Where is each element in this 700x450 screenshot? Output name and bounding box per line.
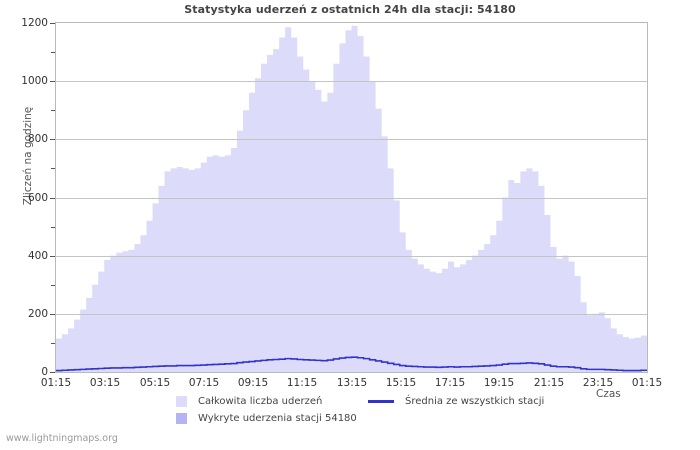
legend-item-station: Wykryte uderzenia stacji 54180: [176, 410, 357, 427]
x-tick-label: 01:15: [631, 377, 663, 389]
y-tick-mark: [51, 227, 56, 228]
x-tick-label: 07:15: [188, 377, 220, 389]
y-tick-label: 200: [27, 308, 48, 320]
gridline: [56, 198, 647, 199]
gridline: [56, 314, 647, 315]
x-tick-label: 11:15: [286, 377, 318, 389]
legend-swatch-average-line: [368, 400, 394, 403]
gridline: [56, 256, 647, 257]
y-tick-mark: [50, 372, 56, 373]
page-title: Statystyka uderzeń z ostatnich 24h dla s…: [184, 3, 516, 16]
y-tick-mark: [50, 198, 56, 199]
legend-label-station: Wykryte uderzenia stacji 54180: [198, 413, 357, 424]
legend-item-average: Średnia ze wszystkich stacji: [368, 393, 544, 410]
plot-area: [55, 22, 648, 373]
gridline: [56, 81, 647, 82]
y-tick-mark: [51, 285, 56, 286]
y-tick-mark: [50, 23, 56, 24]
y-tick-mark: [51, 168, 56, 169]
y-tick-label: 600: [27, 192, 48, 204]
x-tick-label: 21:15: [533, 377, 565, 389]
x-axis-label: Czas: [596, 388, 621, 400]
y-tick-mark: [50, 139, 56, 140]
x-tick-label: 13:15: [336, 377, 368, 389]
y-tick-mark: [51, 110, 56, 111]
legend-swatch-station-area: [176, 413, 187, 424]
legend-swatch-total-area: [176, 396, 187, 407]
y-tick-label: 1000: [21, 75, 48, 87]
gridline: [56, 139, 647, 140]
x-tick-label: 03:15: [89, 377, 121, 389]
y-tick-mark: [50, 81, 56, 82]
x-tick-label: 23:15: [582, 377, 614, 389]
site-watermark: www.lightningmaps.org: [6, 433, 118, 444]
y-tick-label: 400: [27, 250, 48, 262]
x-tick-label: 17:15: [434, 377, 466, 389]
y-axis-label: Zliczeń na godzinę: [22, 106, 34, 206]
legend-item-total: Całkowita liczba uderzeń: [176, 393, 322, 410]
x-tick-label: 05:15: [139, 377, 171, 389]
legend-label-total: Całkowita liczba uderzeń: [198, 396, 323, 407]
x-tick-label: 19:15: [483, 377, 515, 389]
y-tick-mark: [51, 52, 56, 53]
y-tick-label: 0: [41, 366, 48, 378]
line-average-all-stations: [56, 356, 647, 372]
y-tick-mark: [51, 343, 56, 344]
y-tick-label: 800: [27, 133, 48, 145]
y-tick-label: 1200: [21, 17, 48, 29]
x-tick-label: 15:15: [385, 377, 417, 389]
x-tick-label: 01:15: [40, 377, 72, 389]
y-tick-mark: [50, 256, 56, 257]
legend-label-average: Średnia ze wszystkich stacji: [405, 396, 545, 407]
x-tick-label: 09:15: [237, 377, 269, 389]
y-tick-mark: [50, 314, 56, 315]
